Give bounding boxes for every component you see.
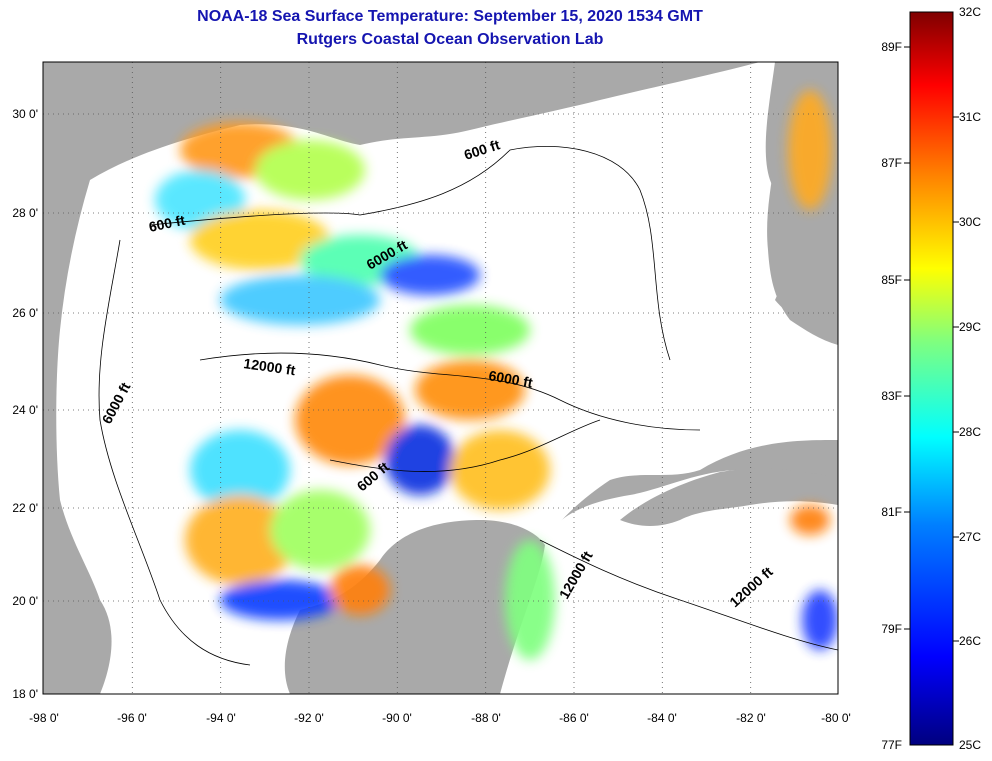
colorbar-f-label: 87F bbox=[881, 156, 902, 170]
colorbar-c-label: 27C bbox=[959, 530, 981, 544]
colorbar-f-label: 77F bbox=[881, 738, 902, 752]
lat-tick-label: 20 0' bbox=[12, 594, 38, 608]
lat-tick-label: 22 0' bbox=[12, 501, 38, 515]
lat-tick-label: 18 0' bbox=[12, 687, 38, 701]
colorbar-f-label: 81F bbox=[881, 505, 902, 519]
cuba-land bbox=[620, 468, 838, 526]
colorbar-f-label: 83F bbox=[881, 389, 902, 403]
colorbar-c-label: 25C bbox=[959, 738, 981, 752]
lon-tick-label: -88 0' bbox=[471, 711, 501, 725]
colorbar-c-label: 28C bbox=[959, 425, 981, 439]
colorbar-c-label: 26C bbox=[959, 634, 981, 648]
colorbar bbox=[909, 11, 954, 746]
colorbar-c-label: 30C bbox=[959, 215, 981, 229]
lon-tick-label: -90 0' bbox=[382, 711, 412, 725]
lon-tick-label: -82 0' bbox=[736, 711, 766, 725]
lon-tick-label: -80 0' bbox=[821, 711, 851, 725]
lat-tick-label: 30 0' bbox=[12, 107, 38, 121]
colorbar-f-label: 89F bbox=[881, 40, 902, 54]
lon-tick-label: -94 0' bbox=[206, 711, 236, 725]
lat-tick-label: 24 0' bbox=[12, 403, 38, 417]
contour-label: 12000 ft bbox=[243, 355, 297, 378]
lat-tick-label: 26 0' bbox=[12, 306, 38, 320]
map-subtitle: Rutgers Coastal Ocean Observation Lab bbox=[296, 31, 604, 48]
lon-tick-label: -96 0' bbox=[117, 711, 147, 725]
colorbar-c-label: 31C bbox=[959, 110, 981, 124]
colorbar-c-label: 32C bbox=[959, 5, 981, 19]
contour-label: 6000 ft bbox=[487, 367, 534, 391]
lon-tick-label: -92 0' bbox=[294, 711, 324, 725]
colorbar-f-label: 85F bbox=[881, 273, 902, 287]
lon-tick-label: -84 0' bbox=[647, 711, 677, 725]
contour-label: 600 ft bbox=[147, 212, 186, 235]
sst-data-layer bbox=[155, 90, 838, 660]
map-title: NOAA-18 Sea Surface Temperature: Septemb… bbox=[197, 8, 703, 25]
graticule bbox=[43, 62, 838, 694]
colorbar-c-label: 29C bbox=[959, 320, 981, 334]
colorbar-f-label: 79F bbox=[881, 622, 902, 636]
lon-tick-label: -86 0' bbox=[559, 711, 589, 725]
bathymetry-contours bbox=[98, 145, 838, 666]
lon-tick-label: -98 0' bbox=[29, 711, 59, 725]
lat-tick-label: 28 0' bbox=[12, 206, 38, 220]
map-frame bbox=[42, 61, 839, 695]
yucatan-land bbox=[284, 520, 545, 694]
